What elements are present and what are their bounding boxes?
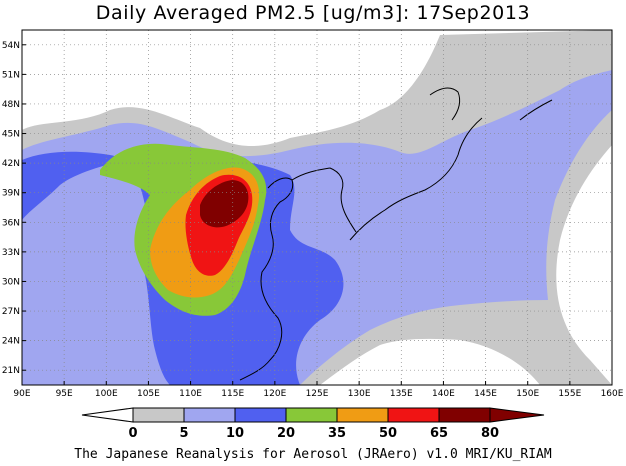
map-title: Daily Averaged PM2.5 [ug/m3]: 17Sep2013 (95, 2, 531, 24)
latitude-tick-label: 48N (2, 100, 20, 110)
longitude-tick-label: 155E (558, 389, 581, 399)
pm25-band-80plus (200, 180, 249, 228)
colorbar-label: 80 (481, 426, 499, 441)
latitude-tick-label: 21N (2, 366, 20, 376)
longitude-tick-label: 110E (179, 389, 202, 399)
latitude-tick-label: 54N (2, 41, 20, 51)
colorbar-segment (438, 407, 491, 423)
latitude-tick-label: 45N (2, 130, 20, 140)
colorbar-segment (234, 407, 287, 423)
longitude-tick-label: 125E (306, 389, 329, 399)
latitude-tick-label: 36N (2, 218, 20, 228)
latitude-tick-label: 51N (2, 70, 20, 80)
coastlines (239, 87, 553, 381)
colorbar-segment (285, 407, 338, 423)
longitude-tick-label: 140E (432, 389, 455, 399)
colorbar-label: 35 (328, 426, 346, 441)
longitude-tick-label: 105E (137, 389, 160, 399)
longitude-tick-label: 160E (601, 389, 624, 399)
colorbar-segment (387, 407, 440, 423)
colorbar-lower-arrow (81, 407, 134, 423)
pm25-fields (22, 30, 612, 385)
colorbar: 0 5 10 20 35 50 65 80 (81, 407, 545, 441)
longitude-tick-label: 120E (263, 389, 286, 399)
latitude-tick-label: 30N (2, 277, 20, 287)
colorbar-upper-arrow (489, 407, 545, 423)
longitude-tick-label: 90E (13, 389, 30, 399)
colorbar-label: 50 (379, 426, 397, 441)
latitude-tick-label: 33N (2, 248, 20, 258)
longitude-tick-label: 135E (390, 389, 413, 399)
latitude-tick-label: 39N (2, 189, 20, 199)
colorbar-label: 5 (179, 426, 188, 441)
colorbar-segment (183, 407, 236, 423)
latitude-tick-label: 27N (2, 307, 20, 317)
colorbar-label: 10 (226, 426, 244, 441)
longitude-tick-label: 95E (56, 389, 73, 399)
latitude-tick-label: 24N (2, 337, 20, 347)
latitude-tick-labels: 54N 51N 48N 45N 42N 39N 36N 33N 30N 27N 24N 21N (2, 41, 26, 376)
longitude-tick-label: 115E (221, 389, 244, 399)
colorbar-label: 20 (277, 426, 295, 441)
longitude-tick-label: 100E (95, 389, 118, 399)
latitude-tick-label: 42N (2, 159, 20, 169)
colorbar-segment (336, 407, 389, 423)
colorbar-segment (132, 407, 185, 423)
longitude-tick-label: 130E (348, 389, 371, 399)
longitude-tick-labels: 90E 95E 100E 105E 110E 115E 120E 125E 130E 135E 14… (13, 381, 624, 399)
colorbar-label: 0 (128, 426, 137, 441)
data-source-credit: The Japanese Reanalysis for Aerosol (JRA… (74, 447, 552, 462)
colorbar-label: 65 (430, 426, 448, 441)
longitude-tick-label: 150E (516, 389, 539, 399)
longitude-tick-label: 145E (474, 389, 497, 399)
